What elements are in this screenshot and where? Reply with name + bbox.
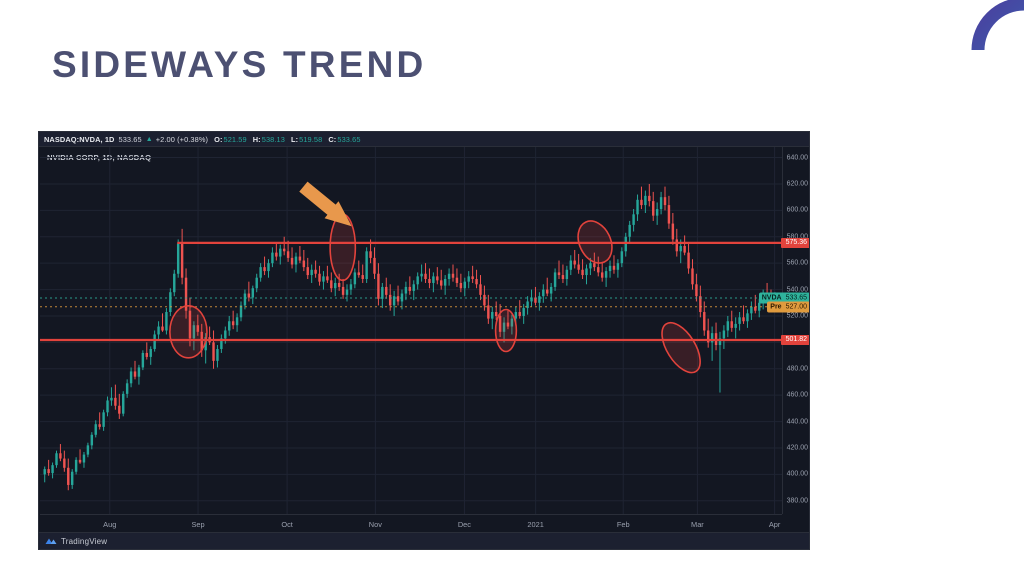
pre-market-tag-value: 527.00: [785, 303, 807, 311]
price-tick-label: 400.00: [786, 470, 808, 478]
ticker-last-price: 533.65: [118, 134, 142, 144]
pre-market-tag-label: Pre: [770, 303, 782, 311]
price-tick-label: 640.00: [786, 154, 808, 162]
price-tick-label: 380.00: [786, 497, 808, 505]
ticker-status-bar: NASDAQ:NVDA, 1D 533.65 ▲ +2.00 (+0.38%) …: [39, 132, 809, 147]
annotation-ellipses: [169, 213, 701, 374]
ohlc-open-key: O:: [214, 134, 223, 144]
price-tick-label: 480.00: [786, 365, 808, 373]
price-tick-label: 520.00: [786, 312, 808, 320]
ohlc-close-key: C:: [328, 134, 337, 144]
time-tick-label: Mar: [691, 520, 704, 529]
nvda-quote-tag[interactable]: NVDA 533.65: [758, 292, 809, 304]
ohlc-high-value: 538.13: [261, 134, 285, 144]
tradingview-brand-label: TradingView: [61, 536, 108, 546]
page-title: SIDEWAYS TREND: [52, 44, 427, 85]
nvda-quote-tag-value: 533.65: [785, 294, 807, 302]
time-axis[interactable]: Aug Sep Oct Nov Dec 2021 Feb Mar Apr: [40, 514, 782, 534]
ticker-symbol[interactable]: NASDAQ:NVDA, 1D: [44, 134, 115, 144]
candlestick-plot: [40, 147, 782, 514]
resistance-price-tag[interactable]: 575.36: [780, 237, 809, 248]
price-tick-label: 620.00: [786, 180, 808, 188]
price-tick-label: 580.00: [786, 233, 808, 241]
time-tick-label: 2021: [527, 520, 544, 529]
time-tick-label: Dec: [457, 520, 471, 529]
candle-series: [43, 183, 777, 491]
price-tick-label: 600.00: [786, 206, 808, 214]
ohlc-high-key: H:: [252, 134, 261, 144]
tradingview-chart-panel[interactable]: NASDAQ:NVDA, 1D 533.65 ▲ +2.00 (+0.38%) …: [38, 131, 810, 550]
tradingview-logo-icon: [45, 538, 57, 544]
grid-lines: [40, 147, 782, 514]
price-tick-label: 540.00: [786, 286, 808, 294]
up-triangle-icon: ▲: [145, 135, 153, 143]
time-tick-label: Feb: [616, 520, 630, 529]
price-axis[interactable]: 640.00 620.00 600.00 580.00 560.00 540.00 520.…: [758, 147, 809, 514]
price-tick-label: 420.00: [786, 444, 808, 452]
quote-level-lines: [40, 297, 782, 308]
support-resistance-lines: [40, 241, 782, 342]
pre-market-tag[interactable]: Pre 527.00: [767, 301, 809, 313]
time-tick-label: Oct: [281, 520, 293, 529]
support-price-tag[interactable]: 501.82: [780, 334, 809, 345]
ticker-change: +2.00 (+0.38%): [155, 134, 209, 144]
ohlc-low-value: 519.58: [299, 134, 323, 144]
ohlc-open-value: 521.59: [223, 134, 247, 144]
annotation-arrow: [299, 181, 352, 227]
price-tick-label: 560.00: [786, 259, 808, 267]
ohlc-low-key: L:: [290, 134, 299, 144]
time-tick-label: Sep: [191, 520, 205, 529]
time-tick-label: Nov: [368, 520, 382, 529]
time-tick-label: Aug: [103, 520, 117, 529]
time-tick-label: Apr: [768, 520, 781, 529]
chart-footer: TradingView: [39, 532, 809, 549]
outer-arc: [1023, 63, 1024, 77]
price-tick-label: 440.00: [786, 418, 808, 426]
ohlc-close-value: 533.65: [337, 134, 361, 144]
chart-plot-area[interactable]: [40, 147, 782, 514]
inner-arc: [971, 0, 1024, 96]
decorative-arcs-graphic: [971, 0, 1024, 96]
price-tick-label: 460.00: [786, 391, 808, 399]
nvda-quote-tag-label: NVDA: [761, 294, 782, 302]
